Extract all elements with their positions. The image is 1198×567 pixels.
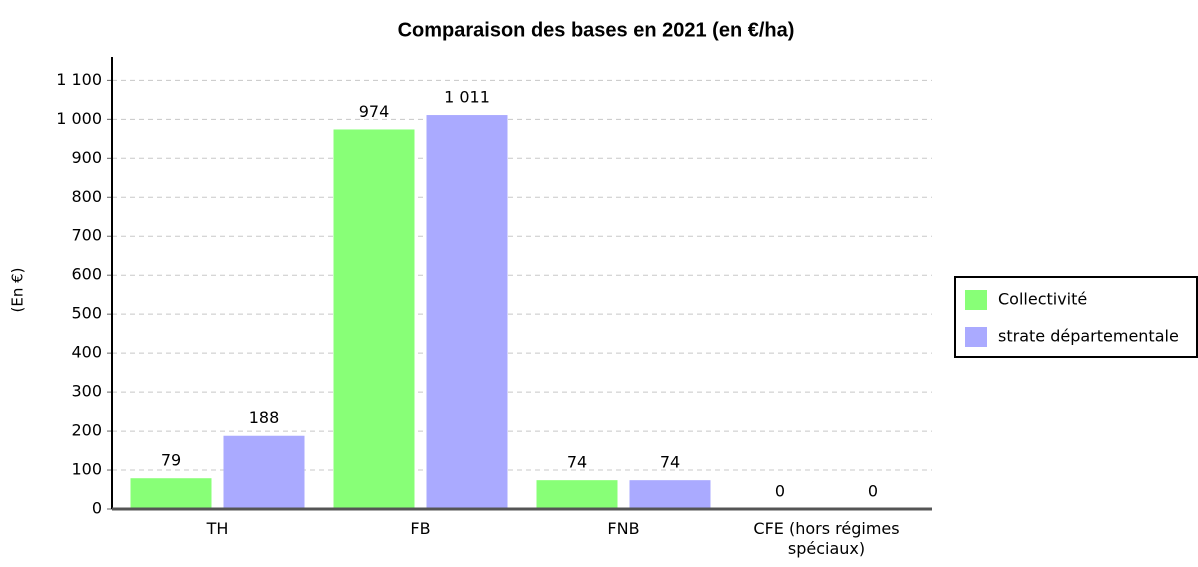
x-tick-label-box: FNB [607,519,640,538]
x-tick-label: FB [410,519,431,538]
y-tick-label: 100 [71,460,102,479]
y-tick-label: 400 [71,343,102,362]
x-tick-label: FNB [607,519,640,538]
bar [629,480,711,509]
data-label: 1 011 [444,88,490,107]
x-tick-label: TH [206,519,229,538]
y-tick-label: 0 [92,499,102,518]
x-tick-label-box: CFE (hors régimes spéciaux) [753,519,900,558]
legend-swatch [965,327,987,347]
x-tick-label-box: FB [410,519,431,538]
y-tick-label: 300 [71,382,102,401]
bar [536,480,618,509]
legend-label: strate départementale [998,327,1179,346]
x-tick-label: CFE (hors régimes spéciaux) [753,519,900,558]
y-tick-label: 800 [71,187,102,206]
bar [426,115,508,509]
x-tick-label-box: TH [206,519,229,538]
data-label: 0 [775,482,785,501]
legend-swatch [965,290,987,310]
bar [333,129,415,509]
data-label: 74 [567,453,587,472]
bar [223,435,305,509]
data-label: 0 [868,482,878,501]
y-tick-label: 1 000 [56,109,102,128]
data-label: 74 [660,453,680,472]
bar [130,478,212,509]
y-tick-label: 900 [71,148,102,167]
data-label: 188 [249,408,280,427]
y-tick-label: 200 [71,421,102,440]
y-axis-label: (En €) [9,268,27,313]
chart-title: Comparaison des bases en 2021 (en €/ha) [398,19,795,41]
y-tick-label: 500 [71,304,102,323]
y-tick-label: 600 [71,265,102,284]
data-label: 79 [161,451,181,470]
data-label: 974 [359,102,390,121]
y-tick-label: 1 100 [56,70,102,89]
legend-label: Collectivité [998,290,1087,309]
legend-box [954,276,1198,358]
y-tick-label: 700 [71,226,102,245]
